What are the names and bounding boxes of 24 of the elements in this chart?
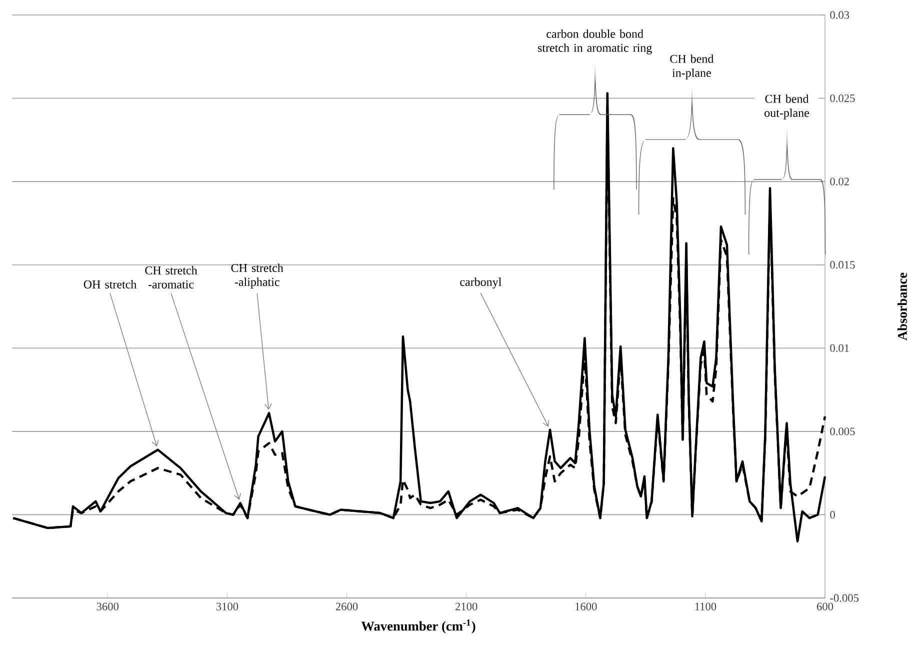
annotation: CH bend out-plane (764, 94, 809, 120)
x-tick-label: 600 (816, 602, 834, 610)
annotation: OH stretch (84, 280, 137, 288)
x-tick-label: 2600 (336, 602, 358, 610)
x-tick-label: 1600 (576, 602, 597, 610)
x-tick-label: 3600 (96, 602, 119, 610)
x-tick-label: 2100 (455, 602, 478, 610)
x-tick-label: 3100 (216, 602, 238, 610)
y-tick-label: 0 (830, 510, 835, 519)
x-tick-label: 1100 (695, 602, 716, 610)
annotation: carbon double bond stretch in aromatic ring (538, 29, 652, 54)
y-tick-label: 0.025 (830, 94, 855, 102)
y-tick-label: -0.005 (830, 594, 859, 602)
y-axis-title: Absorbance (898, 272, 907, 340)
y-tick-label: 0.005 (830, 428, 855, 436)
y-tick-label: 0.02 (830, 178, 849, 186)
annotation: carbonyl (460, 278, 502, 288)
annotation: CH stretch -aromatic (145, 266, 198, 288)
annotation: CH stretch -aliphatic (231, 264, 284, 288)
x-axis-title: Wavenumber (cm$^{-1}$) (361, 620, 476, 634)
y-tick-label: 0.03 (830, 11, 850, 19)
y-tick-label: 0.015 (830, 261, 855, 269)
annotation: CH bend in-plane (670, 54, 714, 80)
y-tick-label: 0.01 (830, 344, 849, 352)
